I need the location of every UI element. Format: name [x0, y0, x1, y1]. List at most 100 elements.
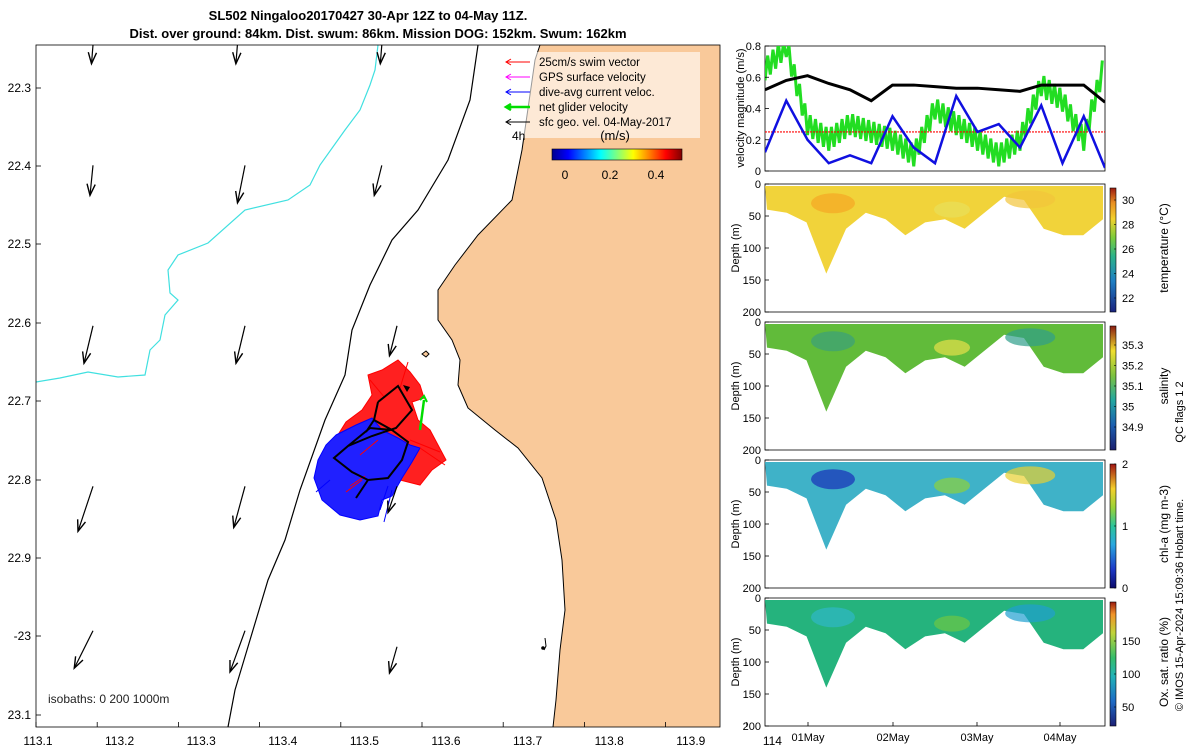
depth-tick-label: 150	[743, 413, 761, 425]
profile-ylabel: Depth (m)	[730, 638, 742, 687]
map-y-axis: 22.3 22.4 22.5 22.6 22.7 22.8 22.9 -23 23.1	[8, 81, 41, 722]
velocity-series-line	[765, 74, 1105, 104]
colorbar-tick-label: 35.3	[1122, 340, 1143, 352]
duration-label: 4h	[512, 129, 525, 143]
velocity-ytick-label: 0.2	[746, 135, 761, 147]
colorbar-tick-label: 50	[1122, 702, 1134, 714]
profile-colorbar	[1109, 601, 1117, 727]
geo-vector-arrow	[387, 646, 398, 675]
map-xtick-label: 113.1	[23, 734, 52, 748]
coastline	[437, 45, 566, 727]
profile-feature	[1005, 190, 1056, 209]
profile-feature	[811, 469, 855, 490]
profile-feature	[1005, 604, 1056, 623]
colorbar-tick-label: 150	[1122, 636, 1140, 648]
geo-vector-arrow	[234, 165, 246, 205]
colorbar-tick-label: 26	[1122, 244, 1134, 256]
isobath-200m	[227, 45, 479, 727]
small-island	[421, 350, 430, 358]
map-xtick-label: 114	[763, 734, 782, 748]
glider-track	[332, 384, 414, 499]
legend-label: sfc geo. vel. 04-May-2017	[539, 117, 671, 129]
map-ytick-label: 22.9	[8, 551, 32, 565]
profile-feature	[934, 339, 970, 356]
map-ytick-label: -23	[14, 629, 32, 643]
legend-item: sfc geo. vel. 04-May-2017	[505, 117, 671, 129]
depth-tick-label: 0	[755, 593, 761, 605]
legend-item: GPS surface velocity	[505, 72, 646, 84]
depth-tick-label: 150	[743, 689, 761, 701]
depth-tick-label: 200	[743, 445, 761, 457]
depth-tick-label: 200	[743, 583, 761, 595]
profile-feature	[811, 607, 855, 628]
time-tick-label: 03May	[960, 732, 994, 744]
geo-vector-arrow	[87, 45, 98, 66]
map-xtick-label: 113.5	[350, 734, 379, 748]
geo-vector-arrow	[232, 45, 242, 66]
legend-item: 25cm/s swim vector	[505, 57, 640, 69]
colorbar-tick-label: 22	[1122, 293, 1134, 305]
velocity-ytick-label: 0	[755, 166, 761, 178]
colorbar-tick-0: 0	[562, 168, 569, 182]
depth-tick-label: 0	[755, 179, 761, 191]
geo-vector-arrow	[387, 325, 398, 358]
legend-box	[500, 52, 700, 138]
colorbar-tick-label: 24	[1122, 269, 1134, 281]
depth-tick-label: 100	[743, 657, 761, 669]
map-ytick-label: 23.1	[8, 708, 32, 722]
profile-feature	[1005, 466, 1056, 485]
geo-vector-arrow	[376, 45, 386, 66]
depth-tick-label: 150	[743, 275, 761, 287]
depth-tick-label: 50	[749, 487, 761, 499]
profile-colorbar-label: temperature (°C)	[1157, 203, 1171, 293]
velocity-ytick-label: 0.8	[746, 41, 761, 53]
small-island-dot	[541, 646, 545, 650]
map-ytick-label: 22.7	[8, 394, 32, 408]
map-xtick-label: 113.8	[595, 734, 624, 748]
velocity-panel: 0 0.2 0.4 0.6 0.8 velocity magnitude (m/s)	[735, 41, 1106, 178]
net-velocity-vector	[418, 399, 426, 431]
map-ytick-label: 22.6	[8, 316, 32, 330]
profile-colorbar-label: Ox. sat. ratio (%)	[1157, 617, 1171, 707]
colorbar-unit: (m/s)	[600, 128, 630, 143]
profile-feature	[934, 201, 970, 218]
depth-tick-label: 100	[743, 519, 761, 531]
track-marker	[403, 385, 410, 392]
geo-vector-arrow	[76, 486, 94, 534]
profile-panel: 0 50 100 150 200 Depth (m) 0 1 2 chl-a (mg m-3)	[730, 455, 1171, 595]
colorbar-tick-label: 35.2	[1122, 361, 1143, 373]
profile-panel: 0 50 100 150 200 Depth (m) 50 100 150 Ox. sat. ra…	[730, 593, 1171, 733]
map-ytick-label: 22.5	[8, 237, 32, 251]
map-xtick-label: 113.9	[676, 734, 705, 748]
map-panel: 113.1 113.2 113.3 113.4 113.5 113.6 113.7 113.8…	[8, 44, 782, 748]
profile-ylabel: Depth (m)	[730, 224, 742, 273]
imos-credit: © IMOS 15-Apr-2024 15:09:36 Hobart time.	[1174, 499, 1186, 711]
depth-tick-label: 200	[743, 307, 761, 319]
profile-feature	[1005, 328, 1056, 347]
legend-label: 25cm/s swim vector	[539, 57, 640, 69]
profile-colorbar-label: chl-a (mg m-3)	[1157, 485, 1171, 563]
geo-vector-arrow	[86, 165, 96, 198]
map-xtick-label: 113.2	[105, 734, 134, 748]
isobaths-label: isobaths: 0 200 1000m	[48, 692, 169, 706]
profile-colorbar-label: salinity	[1157, 368, 1171, 405]
speed-colorbar	[551, 148, 683, 161]
profile-feature	[934, 615, 970, 632]
depth-tick-label: 0	[755, 455, 761, 467]
sfc-geo-vectors	[73, 45, 398, 675]
profile-colorbar	[1109, 187, 1117, 313]
velocity-ytick-label: 0.4	[746, 104, 761, 116]
map-xtick-label: 113.3	[187, 734, 216, 748]
profile-feature	[934, 477, 970, 494]
profile-feature	[811, 193, 855, 214]
colorbar-tick-label: 100	[1122, 669, 1140, 681]
time-tick-label: 02May	[876, 732, 910, 744]
land-mass	[438, 45, 720, 727]
geo-vector-arrow	[233, 325, 246, 366]
depth-tick-label: 50	[749, 211, 761, 223]
isobath-1000m	[36, 45, 379, 383]
colorbar-tick-label: 1	[1122, 521, 1128, 533]
colorbar-tick-label: 0	[1122, 583, 1128, 595]
geo-vector-arrow	[232, 486, 246, 530]
